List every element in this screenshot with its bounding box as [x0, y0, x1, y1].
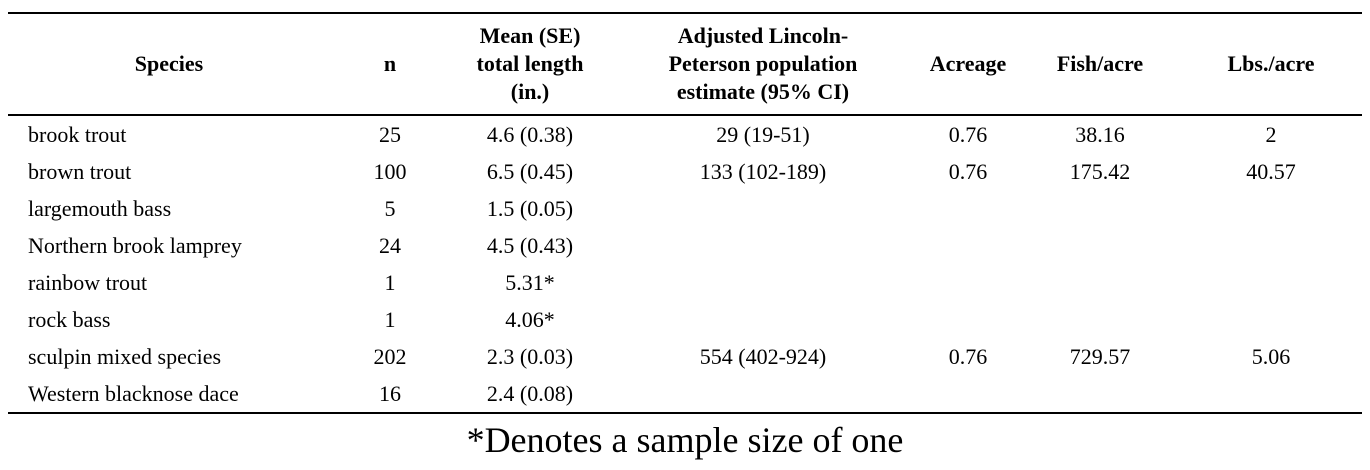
cell-acreage: 0.76 — [948, 121, 988, 147]
header-population-estimate: Adjusted Lincoln- Peterson population es… — [610, 13, 916, 116]
cell-n: 1 — [384, 306, 396, 332]
cell-mean-se: 4.5 (0.43) — [486, 232, 574, 258]
header-fish-per-acre: Fish/acre — [1020, 13, 1180, 116]
cell-lbs-per-acre: 2 — [1265, 121, 1277, 147]
cell-species: sculpin mixed species — [28, 343, 222, 369]
cell-mean-se: 4.06* — [505, 306, 555, 332]
species-data-table: Species n Mean (SE) total length (in.) A… — [8, 12, 1362, 414]
cell-fish-per-acre — [1020, 375, 1180, 414]
cell-lbs-per-acre — [1180, 375, 1362, 414]
cell-population-estimate: 554 (402-924) — [699, 343, 827, 369]
cell-fish-per-acre: 38.16 — [1075, 121, 1125, 147]
cell-acreage — [916, 227, 1020, 264]
cell-population-estimate — [610, 227, 916, 264]
cell-species: largemouth bass — [28, 195, 172, 221]
table-row-largemouth-bass: largemouth bass 5 1.5 (0.05) — [8, 190, 1362, 227]
cell-population-estimate — [610, 375, 916, 414]
cell-species: brook trout — [28, 121, 127, 147]
table-row-rock-bass: rock bass 1 4.06* — [8, 301, 1362, 338]
cell-mean-se: 2.3 (0.03) — [486, 343, 574, 369]
cell-species: Western blacknose dace — [8, 375, 330, 414]
header-lbs-per-acre: Lbs./acre — [1180, 13, 1362, 116]
cell-acreage — [916, 301, 1020, 338]
cell-fish-per-acre — [1020, 264, 1180, 301]
cell-n: 25 — [379, 121, 401, 147]
table-row-northern-brook-lamprey: Northern brook lamprey 24 4.5 (0.43) — [8, 227, 1362, 264]
cell-mean-se: 6.5 (0.45) — [486, 158, 574, 184]
cell-population-estimate: 133 (102-189) — [699, 158, 827, 184]
cell-n: 202 — [373, 343, 407, 369]
cell-lbs-per-acre: 5.06 — [1251, 343, 1291, 369]
cell-lbs-per-acre — [1180, 227, 1362, 264]
cell-n: 100 — [373, 158, 407, 184]
cell-acreage: 0.76 — [948, 343, 988, 369]
cell-lbs-per-acre — [1180, 301, 1362, 338]
header-species: Species — [8, 13, 330, 116]
cell-lbs-per-acre: 40.57 — [1246, 158, 1296, 184]
header-acreage: Acreage — [916, 13, 1020, 116]
table-row-brook-trout: brook trout 25 4.6 (0.38) 29 (19-51) 0.7… — [8, 115, 1362, 153]
cell-mean-se: 2.4 (0.08) — [450, 375, 610, 414]
cell-lbs-per-acre — [1180, 264, 1362, 301]
cell-acreage — [916, 375, 1020, 414]
cell-population-estimate — [610, 264, 916, 301]
cell-fish-per-acre — [1020, 190, 1180, 227]
cell-population-estimate — [610, 301, 916, 338]
cell-species: brown trout — [28, 158, 132, 184]
cell-species: Northern brook lamprey — [28, 232, 242, 258]
cell-population-estimate: 29 (19-51) — [716, 121, 810, 147]
cell-mean-se: 1.5 (0.05) — [486, 195, 574, 221]
table-row-sculpin-mixed-species: sculpin mixed species 202 2.3 (0.03) 554… — [8, 338, 1362, 375]
cell-species: rock bass — [28, 306, 111, 332]
cell-species: rainbow trout — [28, 269, 148, 295]
cell-n: 1 — [384, 269, 396, 295]
cell-n: 24 — [379, 232, 401, 258]
header-row: Species n Mean (SE) total length (in.) A… — [8, 13, 1362, 116]
cell-n: 5 — [384, 195, 396, 221]
cell-n: 16 — [330, 375, 450, 414]
cell-mean-se: 4.6 (0.38) — [486, 121, 574, 147]
table-row-brown-trout: brown trout 100 6.5 (0.45) 133 (102-189)… — [8, 153, 1362, 190]
cell-acreage — [916, 264, 1020, 301]
cell-fish-per-acre — [1020, 227, 1180, 264]
cell-population-estimate — [610, 190, 916, 227]
cell-acreage: 0.76 — [948, 158, 988, 184]
header-mean-se-total-length: Mean (SE) total length (in.) — [450, 13, 610, 116]
table-row-rainbow-trout: rainbow trout 1 5.31* — [8, 264, 1362, 301]
cell-mean-se: 5.31* — [505, 269, 555, 295]
cell-fish-per-acre: 175.42 — [1069, 158, 1131, 184]
table-footnote: *Denotes a sample size of one — [466, 420, 904, 460]
cell-acreage — [916, 190, 1020, 227]
cell-fish-per-acre — [1020, 301, 1180, 338]
cell-lbs-per-acre — [1180, 190, 1362, 227]
cell-fish-per-acre: 729.57 — [1069, 343, 1131, 369]
table-row-western-blacknose-dace: Western blacknose dace 16 2.4 (0.08) — [8, 375, 1362, 414]
header-n: n — [330, 13, 450, 116]
